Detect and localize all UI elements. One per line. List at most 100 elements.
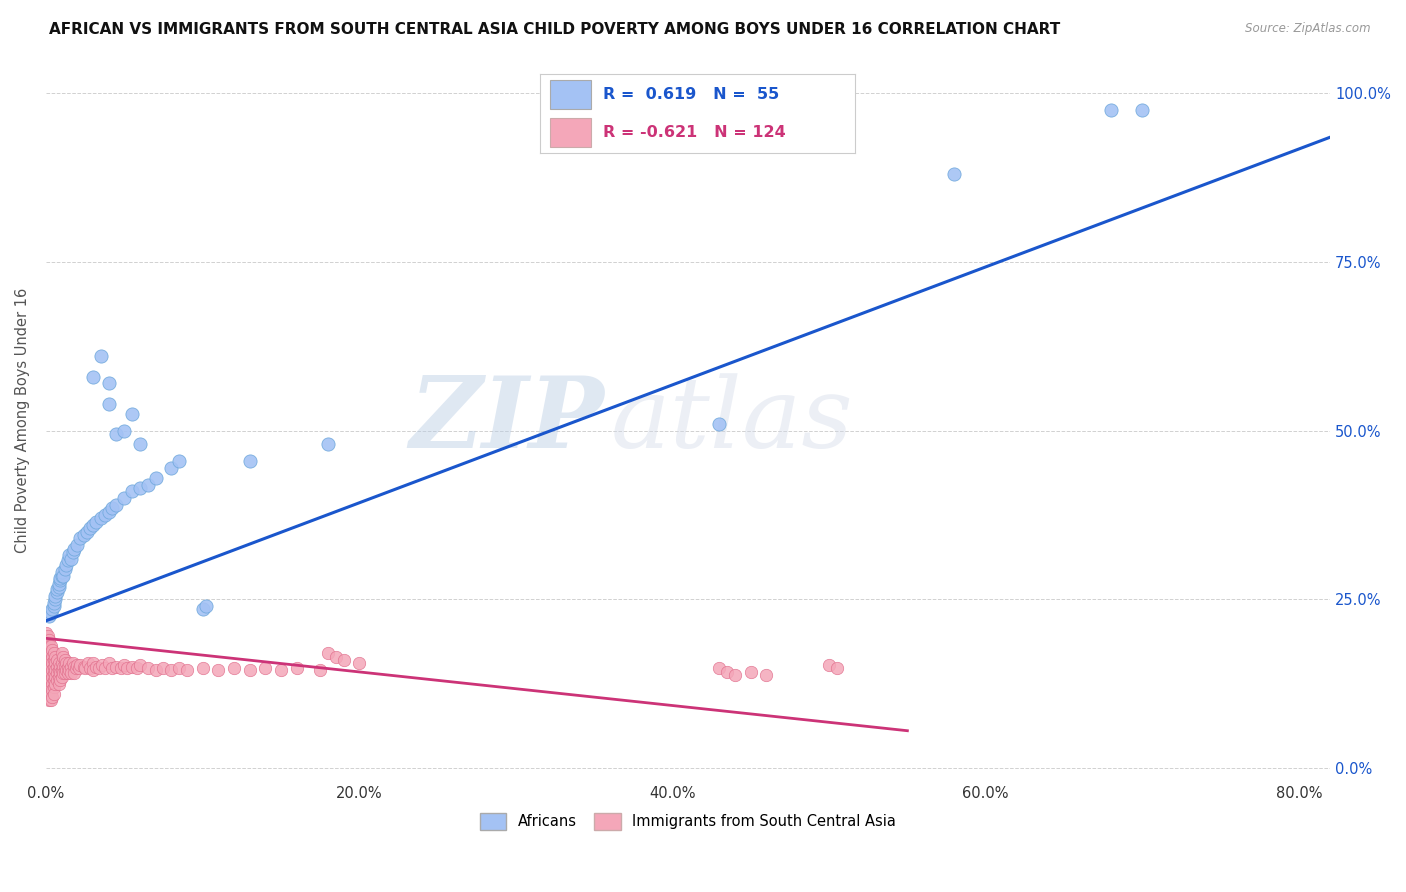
Point (39, 673, 62, 687)
Point (38, 632, 60, 647)
Point (332, 653, 354, 667)
Point (39, 666, 62, 681)
Point (51, 568, 73, 582)
Point (316, 437, 339, 451)
Point (49, 659, 72, 673)
Point (94, 508, 117, 522)
Text: AFRICAN VS IMMIGRANTS FROM SOUTH CENTRAL ASIA CHILD POVERTY AMONG BOYS UNDER 16 : AFRICAN VS IMMIGRANTS FROM SOUTH CENTRAL… (49, 22, 1060, 37)
Point (41, 670, 63, 684)
Point (41, 657, 63, 671)
Point (79, 661, 101, 675)
Point (55, 663, 77, 677)
Point (39, 693, 62, 707)
Y-axis label: Child Poverty Among Boys Under 16: Child Poverty Among Boys Under 16 (15, 288, 30, 553)
Point (91, 658, 114, 673)
Point (58, 663, 80, 677)
Point (53, 653, 76, 667)
Point (82, 369, 104, 384)
Point (943, 167, 966, 181)
Point (35, 649, 58, 664)
Point (44, 676, 66, 690)
Point (152, 661, 174, 675)
Point (56, 666, 79, 681)
Point (65, 661, 87, 675)
Point (39, 646, 62, 660)
Point (41, 602, 63, 616)
Point (37, 663, 59, 677)
Point (35, 642, 58, 657)
Point (39, 606, 62, 620)
Point (136, 661, 159, 675)
Point (35, 626, 58, 640)
Point (167, 661, 190, 675)
Text: atlas: atlas (612, 373, 853, 468)
Point (37, 690, 59, 704)
Point (97, 657, 120, 671)
Point (583, 100, 606, 114)
Point (316, 646, 339, 660)
Point (38, 640, 60, 654)
Point (58, 657, 80, 671)
Point (38, 687, 60, 701)
Point (41, 690, 63, 704)
Point (129, 437, 152, 451)
Point (51, 663, 73, 677)
Point (48, 663, 70, 677)
Point (239, 663, 262, 677)
Point (90, 350, 112, 364)
Point (41, 683, 63, 698)
Point (42, 666, 65, 681)
Point (97, 376, 120, 391)
Point (44, 670, 66, 684)
Point (716, 665, 738, 679)
Point (110, 661, 132, 675)
Point (52, 666, 75, 681)
Point (145, 663, 167, 677)
Point (309, 663, 332, 677)
Point (1099, 103, 1122, 118)
Point (97, 396, 120, 410)
Point (72, 659, 94, 673)
Point (82, 657, 104, 671)
Point (44, 663, 66, 677)
Point (285, 661, 308, 675)
Point (82, 663, 104, 677)
Point (724, 667, 747, 681)
Point (37, 683, 59, 698)
Point (35, 663, 58, 677)
Point (45, 659, 67, 673)
Point (94, 661, 117, 675)
Point (117, 661, 139, 675)
Point (82, 518, 104, 533)
Point (39, 659, 62, 673)
Point (51, 646, 73, 660)
Point (42, 653, 65, 667)
Point (79, 521, 101, 535)
Point (41, 663, 63, 677)
Point (48, 577, 70, 591)
Point (48, 676, 70, 690)
Point (41, 676, 63, 690)
Point (37, 649, 59, 664)
Text: Source: ZipAtlas.com: Source: ZipAtlas.com (1246, 22, 1371, 36)
Point (38, 609, 60, 624)
Point (45, 582, 67, 596)
Point (44, 592, 66, 607)
Point (84, 515, 107, 529)
Point (38, 693, 60, 707)
Point (125, 661, 148, 675)
Legend: Africans, Immigrants from South Central Asia: Africans, Immigrants from South Central … (474, 807, 903, 836)
Point (55, 558, 77, 573)
Point (37, 642, 59, 657)
Point (100, 501, 122, 516)
Point (69, 658, 91, 673)
Point (129, 658, 152, 673)
Point (45, 653, 67, 667)
Point (51, 670, 73, 684)
Point (112, 658, 135, 673)
Point (48, 580, 70, 594)
Point (62, 657, 84, 671)
Point (136, 477, 159, 491)
Point (49, 666, 72, 681)
Point (270, 663, 292, 677)
